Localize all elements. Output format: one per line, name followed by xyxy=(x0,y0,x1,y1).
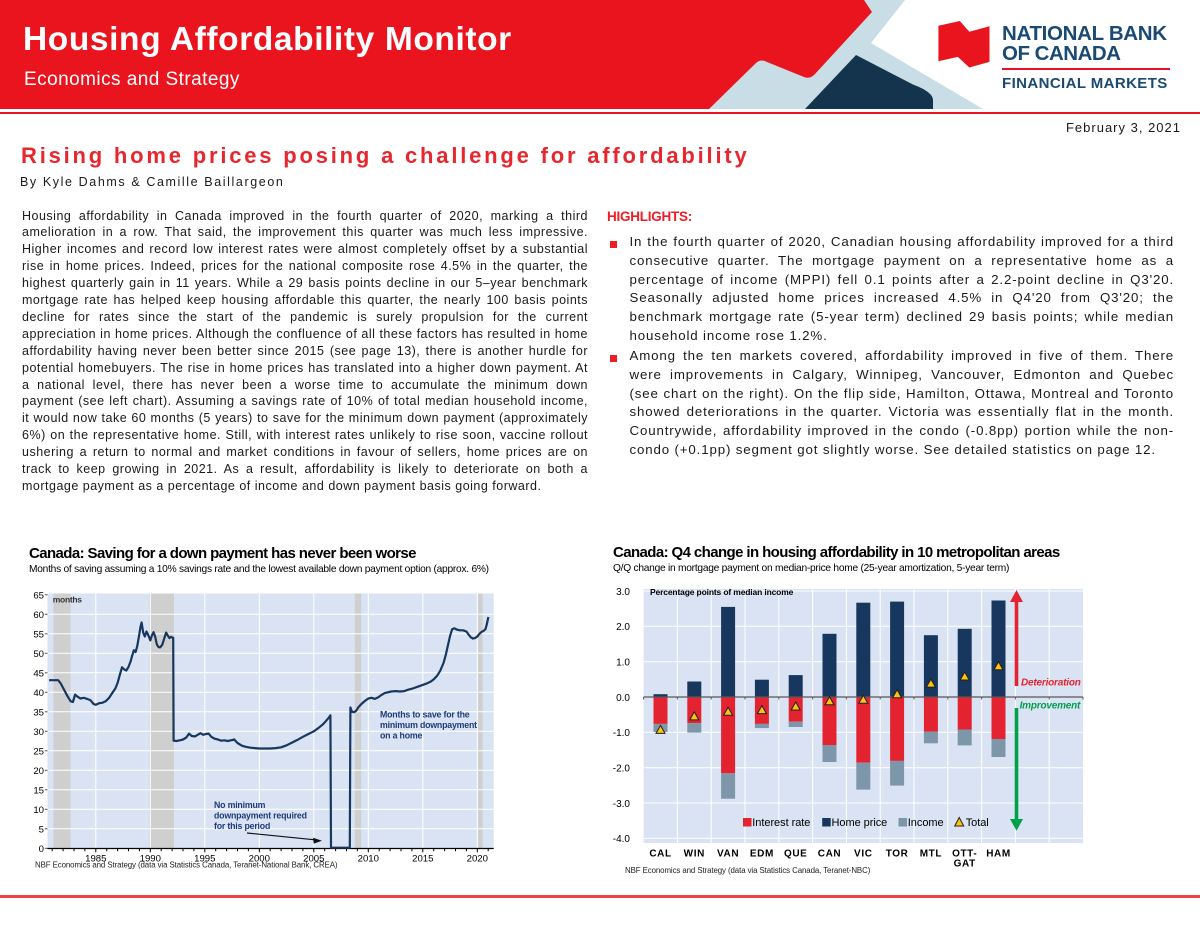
svg-text:0: 0 xyxy=(39,844,44,855)
svg-text:Interest rate: Interest rate xyxy=(752,817,810,829)
svg-text:20: 20 xyxy=(33,766,44,777)
svg-text:2000: 2000 xyxy=(249,854,270,865)
svg-text:2015: 2015 xyxy=(412,854,433,865)
svg-text:EDM: EDM xyxy=(750,849,774,860)
svg-text:CAN: CAN xyxy=(818,849,841,860)
svg-text:-2.0: -2.0 xyxy=(613,764,631,775)
svg-text:VAN: VAN xyxy=(717,849,739,860)
svg-text:40: 40 xyxy=(33,688,44,699)
svg-text:2020: 2020 xyxy=(467,854,488,865)
svg-text:GAT: GAT xyxy=(954,859,976,870)
svg-text:Percentage points of median in: Percentage points of median income xyxy=(650,587,794,597)
svg-text:MTL: MTL xyxy=(920,849,942,860)
svg-text:1.0: 1.0 xyxy=(616,658,630,669)
svg-text:months: months xyxy=(53,595,82,605)
svg-text:NBF Economics and Strategy (da: NBF Economics and Strategy (data via Sta… xyxy=(625,866,871,875)
svg-text:5: 5 xyxy=(39,824,44,835)
svg-text:-1.0: -1.0 xyxy=(613,728,631,739)
svg-text:-3.0: -3.0 xyxy=(613,799,631,810)
svg-text:WIN: WIN xyxy=(684,849,705,860)
svg-text:0.0: 0.0 xyxy=(616,693,630,704)
svg-text:30: 30 xyxy=(33,727,44,738)
svg-text:45: 45 xyxy=(33,668,44,679)
svg-text:Income: Income xyxy=(908,817,944,829)
svg-text:65: 65 xyxy=(33,590,44,601)
svg-text:Improvement: Improvement xyxy=(1020,701,1081,712)
svg-text:1995: 1995 xyxy=(194,854,215,865)
svg-text:1985: 1985 xyxy=(85,854,106,865)
svg-text:35: 35 xyxy=(33,707,44,718)
svg-text:-4.0: -4.0 xyxy=(613,834,631,845)
svg-text:QUE: QUE xyxy=(784,849,807,860)
svg-text:minimum downpayment: minimum downpayment xyxy=(380,720,477,730)
svg-text:Months to save for the: Months to save for the xyxy=(380,709,470,719)
svg-text:Deterioration: Deterioration xyxy=(1021,678,1081,689)
svg-text:CAL: CAL xyxy=(649,849,671,860)
svg-text:for this period: for this period xyxy=(214,821,270,831)
svg-text:50: 50 xyxy=(33,649,44,660)
svg-text:10: 10 xyxy=(33,805,44,816)
svg-text:25: 25 xyxy=(33,746,44,757)
svg-text:NBF Economics and Strategy (da: NBF Economics and Strategy (data via Sta… xyxy=(35,861,338,870)
svg-text:Home price: Home price xyxy=(832,817,888,829)
svg-text:OTT-: OTT- xyxy=(952,849,977,860)
svg-text:VIC: VIC xyxy=(854,849,872,860)
svg-text:downpayment required: downpayment required xyxy=(214,811,307,821)
svg-text:2.0: 2.0 xyxy=(616,622,630,633)
svg-text:No minimum: No minimum xyxy=(214,800,266,810)
svg-text:Total: Total xyxy=(966,817,989,829)
svg-text:on a home: on a home xyxy=(380,730,422,740)
svg-text:2005: 2005 xyxy=(303,854,324,865)
svg-text:1990: 1990 xyxy=(140,854,161,865)
svg-text:HAM: HAM xyxy=(986,849,1011,860)
svg-text:55: 55 xyxy=(33,629,44,640)
svg-text:3.0: 3.0 xyxy=(616,587,630,598)
svg-text:2010: 2010 xyxy=(358,854,379,865)
svg-text:TOR: TOR xyxy=(886,849,909,860)
svg-text:15: 15 xyxy=(33,785,44,796)
svg-text:60: 60 xyxy=(33,610,44,621)
